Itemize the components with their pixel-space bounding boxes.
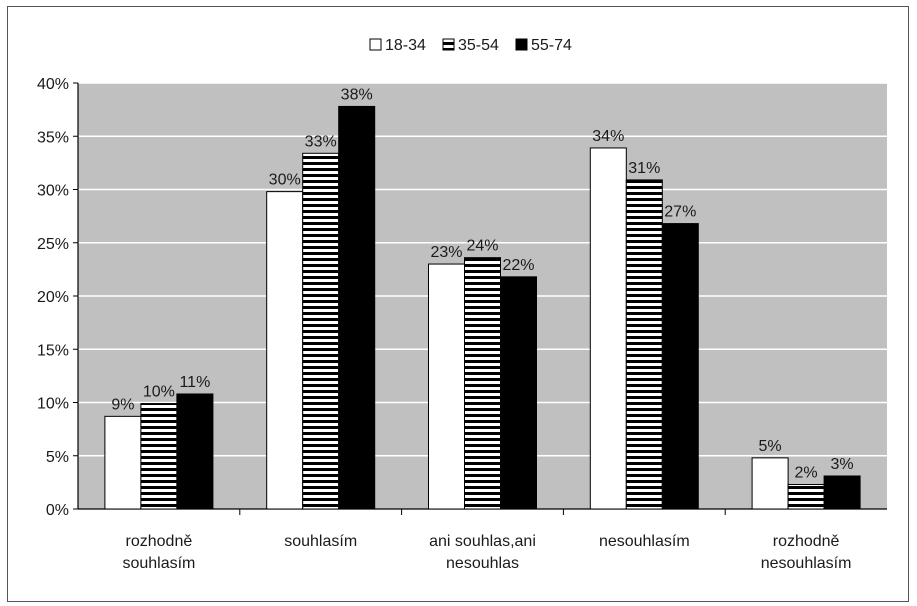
y-tick-label: 10% bbox=[37, 396, 69, 413]
data-label: 22% bbox=[502, 257, 534, 274]
x-category-label: nesouhlasím bbox=[599, 533, 690, 550]
data-label: 9% bbox=[111, 396, 134, 413]
bar bbox=[266, 191, 304, 510]
data-label: 38% bbox=[341, 86, 373, 103]
bar bbox=[500, 276, 537, 510]
legend-label: 55-74 bbox=[531, 37, 572, 54]
legend-swatch bbox=[442, 38, 455, 51]
data-label: 27% bbox=[664, 204, 696, 221]
x-category-label: ani souhlas,ani bbox=[429, 533, 536, 550]
data-label: 5% bbox=[759, 438, 782, 455]
data-label: 10% bbox=[143, 384, 175, 401]
bar bbox=[428, 263, 465, 510]
x-category-label: rozhodně bbox=[126, 533, 193, 550]
bar bbox=[140, 403, 178, 510]
data-label: 24% bbox=[466, 238, 498, 255]
data-label: 3% bbox=[831, 456, 854, 473]
legend: 18-34 35-54 55-74 bbox=[369, 37, 572, 54]
data-label: 2% bbox=[795, 465, 818, 482]
y-tick-label: 20% bbox=[37, 289, 69, 306]
legend-label: 18-34 bbox=[385, 37, 426, 54]
data-label: 11% bbox=[179, 374, 210, 391]
bar bbox=[823, 475, 861, 510]
legend-swatch bbox=[369, 38, 382, 51]
data-label: 33% bbox=[305, 133, 337, 150]
legend-swatch bbox=[515, 38, 528, 51]
data-label: 34% bbox=[592, 128, 624, 145]
y-tick-label: 35% bbox=[37, 129, 69, 146]
bar bbox=[104, 415, 142, 510]
y-tick-label: 40% bbox=[37, 76, 69, 93]
x-category-label: souhlasím bbox=[122, 555, 195, 572]
bar bbox=[338, 105, 376, 510]
bar bbox=[661, 223, 699, 510]
x-category-label: rozhodně bbox=[773, 533, 840, 550]
bar bbox=[464, 257, 501, 510]
y-tick-label: 15% bbox=[37, 342, 69, 359]
x-category-label: souhlasím bbox=[284, 533, 357, 550]
bar bbox=[176, 393, 214, 510]
bar bbox=[589, 147, 627, 510]
y-tick-label: 5% bbox=[46, 449, 69, 466]
bar bbox=[751, 457, 789, 510]
bar bbox=[625, 179, 663, 510]
x-category-label: nesouhlas bbox=[446, 555, 519, 572]
legend-label: 35-54 bbox=[458, 37, 499, 54]
data-label: 23% bbox=[430, 244, 462, 261]
data-label: 31% bbox=[628, 160, 660, 177]
bar bbox=[302, 152, 340, 510]
x-category-label: nesouhlasím bbox=[761, 555, 852, 572]
y-tick-label: 25% bbox=[37, 236, 69, 253]
data-label: 30% bbox=[269, 172, 301, 189]
y-tick-label: 30% bbox=[37, 183, 69, 200]
y-tick-label: 0% bbox=[46, 502, 69, 519]
bar bbox=[787, 484, 825, 510]
